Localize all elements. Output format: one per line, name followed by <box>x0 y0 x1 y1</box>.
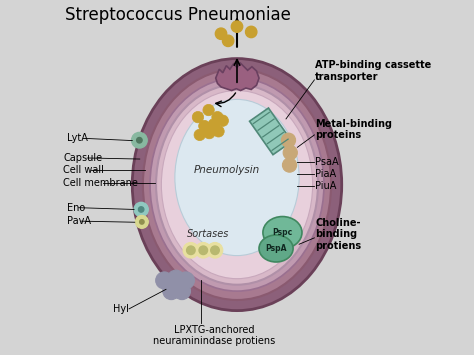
Circle shape <box>222 35 234 47</box>
Ellipse shape <box>132 59 342 311</box>
Circle shape <box>217 115 228 126</box>
Ellipse shape <box>143 69 331 300</box>
Circle shape <box>283 146 297 160</box>
Circle shape <box>283 158 297 172</box>
Text: Hyl: Hyl <box>113 304 128 314</box>
Text: PavA: PavA <box>67 216 91 226</box>
Text: Metal-binding
proteins: Metal-binding proteins <box>315 119 392 140</box>
Text: LytA: LytA <box>67 133 88 143</box>
Text: Pspc: Pspc <box>273 228 292 237</box>
Text: PiaA: PiaA <box>315 169 336 179</box>
Ellipse shape <box>161 91 313 279</box>
Circle shape <box>138 207 144 212</box>
Text: PspA: PspA <box>265 244 287 253</box>
Text: Capsule: Capsule <box>63 153 102 163</box>
Text: PsaA: PsaA <box>315 157 339 166</box>
Ellipse shape <box>156 84 318 285</box>
Circle shape <box>212 111 223 123</box>
Circle shape <box>207 242 223 258</box>
Circle shape <box>215 28 227 39</box>
Circle shape <box>203 104 214 116</box>
Text: Cell membrane: Cell membrane <box>63 178 138 188</box>
Text: Sortases: Sortases <box>187 229 230 239</box>
Text: Eno: Eno <box>67 203 85 213</box>
Circle shape <box>167 270 184 287</box>
Text: PiuA: PiuA <box>315 181 337 191</box>
Circle shape <box>134 202 148 217</box>
Text: Pneumolysin: Pneumolysin <box>193 165 259 175</box>
Text: LPXTG-anchored
neuraminindase protiens: LPXTG-anchored neuraminindase protiens <box>153 325 275 346</box>
Circle shape <box>211 246 219 255</box>
Circle shape <box>246 26 257 38</box>
Circle shape <box>231 21 243 32</box>
Circle shape <box>183 242 199 258</box>
Ellipse shape <box>259 235 293 262</box>
Polygon shape <box>216 63 259 91</box>
Text: Streptococcus Pneumoniae: Streptococcus Pneumoniae <box>65 6 291 24</box>
Circle shape <box>194 129 205 141</box>
Circle shape <box>163 283 180 300</box>
Text: Cell wall: Cell wall <box>63 165 104 175</box>
Circle shape <box>282 133 296 147</box>
Circle shape <box>177 272 194 289</box>
Circle shape <box>155 272 173 289</box>
Circle shape <box>132 132 147 148</box>
Text: ATP-binding cassette
transporter: ATP-binding cassette transporter <box>315 60 431 82</box>
Ellipse shape <box>150 78 324 291</box>
Ellipse shape <box>263 217 302 248</box>
Circle shape <box>137 137 142 143</box>
Circle shape <box>204 127 215 139</box>
Text: Choline-
binding
protiens: Choline- binding protiens <box>315 218 361 251</box>
Circle shape <box>213 126 224 137</box>
Circle shape <box>140 220 144 224</box>
Circle shape <box>173 283 191 300</box>
Circle shape <box>199 120 210 132</box>
Circle shape <box>208 119 219 130</box>
Circle shape <box>136 215 148 228</box>
Circle shape <box>195 242 211 258</box>
Circle shape <box>187 246 195 255</box>
Polygon shape <box>250 108 292 155</box>
Circle shape <box>192 111 204 123</box>
Ellipse shape <box>175 99 299 256</box>
Circle shape <box>199 246 208 255</box>
